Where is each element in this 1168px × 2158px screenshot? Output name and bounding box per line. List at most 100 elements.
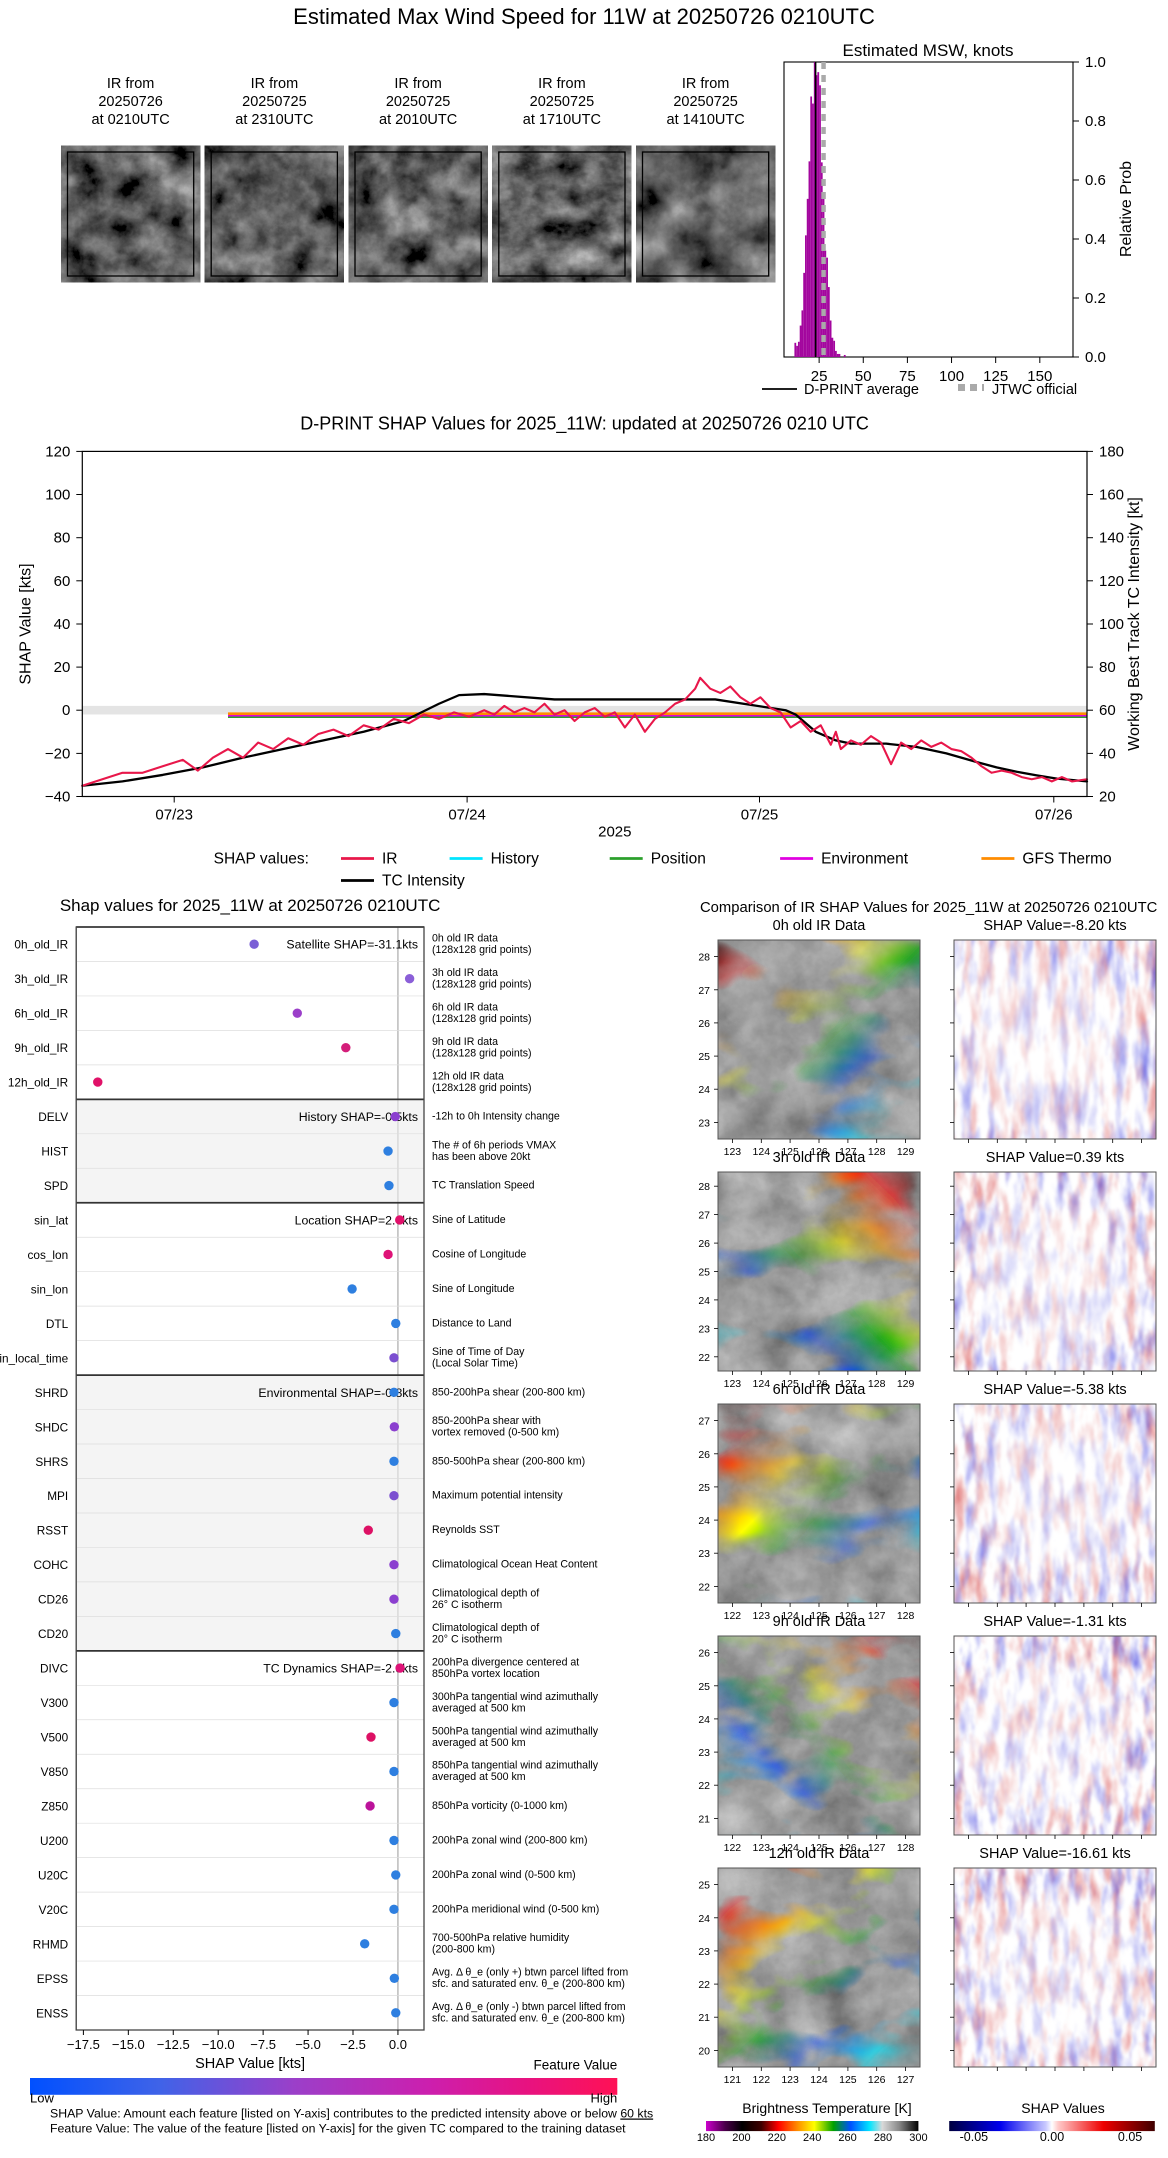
svg-text:2025: 2025 [598,824,631,841]
svg-text:20: 20 [54,659,71,676]
svg-text:26: 26 [698,1449,710,1461]
svg-text:U20C: U20C [38,1868,69,1882]
svg-text:20250725: 20250725 [530,94,595,110]
svg-text:120: 120 [1099,573,1124,590]
svg-text:has been above 20kt: has been above 20kt [432,1151,530,1163]
svg-text:RHMD: RHMD [33,1937,68,1951]
svg-text:sin_lat: sin_lat [34,1214,69,1228]
svg-text:122: 122 [724,1842,742,1854]
svg-text:(128x128 grid points): (128x128 grid points) [432,1082,532,1094]
svg-text:TC Translation Speed: TC Translation Speed [432,1180,535,1192]
svg-text:180: 180 [697,2132,715,2144]
svg-text:850-200hPa shear (200-800 km): 850-200hPa shear (200-800 km) [432,1386,585,1398]
svg-text:0.0: 0.0 [389,2037,407,2052]
svg-text:SHDC: SHDC [35,1420,69,1434]
svg-text:23: 23 [698,1323,710,1335]
svg-text:100: 100 [939,368,964,385]
svg-text:200hPa zonal wind (0-500 km): 200hPa zonal wind (0-500 km) [432,1869,576,1881]
svg-text:Sine of Latitude: Sine of Latitude [432,1214,506,1226]
svg-text:SHAP Value=-16.61 kts: SHAP Value=-16.61 kts [979,1846,1130,1862]
svg-text:−40: −40 [45,789,70,806]
svg-text:V850: V850 [41,1765,69,1779]
svg-text:sfc. and saturated env. θ_e (2: sfc. and saturated env. θ_e (200-800 km) [432,1978,625,1990]
svg-text:127: 127 [897,2074,915,2086]
svg-text:ENSS: ENSS [36,2006,68,2020]
svg-text:25: 25 [698,1051,710,1063]
svg-text:129: 129 [897,1378,915,1390]
svg-text:U200: U200 [40,1834,69,1848]
svg-text:20: 20 [1099,789,1116,806]
svg-text:0h old IR data: 0h old IR data [432,933,498,945]
svg-text:EPSS: EPSS [37,1972,69,1986]
svg-text:−7.5: −7.5 [250,2037,276,2052]
svg-text:26° C isotherm: 26° C isotherm [432,1599,502,1611]
svg-text:20250726: 20250726 [98,94,163,110]
svg-text:123: 123 [781,2074,799,2086]
svg-text:850-500hPa shear (200-800 km): 850-500hPa shear (200-800 km) [432,1455,585,1467]
svg-text:(128x128 grid points): (128x128 grid points) [432,1047,532,1059]
svg-text:26: 26 [698,1018,710,1030]
svg-text:HIST: HIST [41,1145,68,1159]
svg-text:at 2010UTC: at 2010UTC [379,112,457,128]
svg-text:SHAP Value [kts]: SHAP Value [kts] [17,563,34,684]
svg-text:129: 129 [897,1146,915,1158]
svg-text:SHAP values:: SHAP values: [214,851,309,868]
svg-text:22: 22 [698,1780,710,1792]
svg-text:23: 23 [698,1747,710,1759]
svg-text:averaged at 500 km: averaged at 500 km [432,1702,526,1714]
svg-text:vortex removed (0-500 km): vortex removed (0-500 km) [432,1427,559,1439]
svg-text:History SHAP=-0.5kts: History SHAP=-0.5kts [299,1110,418,1124]
svg-text:26: 26 [698,1238,710,1250]
svg-text:Reynolds SST: Reynolds SST [432,1524,500,1536]
svg-text:24: 24 [698,1913,710,1925]
svg-text:128: 128 [897,1610,915,1622]
svg-text:20250725: 20250725 [242,94,307,110]
svg-text:Climatological Ocean Heat Cont: Climatological Ocean Heat Content [432,1559,598,1571]
svg-text:0.00: 0.00 [1040,2130,1064,2144]
svg-text:V300: V300 [41,1696,69,1710]
svg-text:126: 126 [868,2074,886,2086]
svg-text:SHRD: SHRD [35,1386,68,1400]
svg-text:128: 128 [868,1378,886,1390]
svg-text:JTWC official: JTWC official [992,382,1077,398]
svg-text:100: 100 [1099,616,1124,633]
svg-text:TC Intensity: TC Intensity [382,873,465,890]
svg-text:−20: −20 [45,745,70,762]
svg-text:Cosine of Longitude: Cosine of Longitude [432,1249,526,1261]
svg-text:80: 80 [1099,659,1116,676]
svg-text:220: 220 [768,2132,786,2144]
svg-text:140: 140 [1099,530,1124,547]
svg-text:128: 128 [897,1842,915,1854]
svg-text:200hPa zonal wind (200-800 km): 200hPa zonal wind (200-800 km) [432,1834,587,1846]
svg-text:125: 125 [839,2074,857,2086]
svg-text:26: 26 [698,1648,710,1660]
svg-text:20250725: 20250725 [673,94,738,110]
svg-text:700-500hPa relative humidity: 700-500hPa relative humidity [432,1932,570,1944]
svg-text:60: 60 [1099,702,1116,719]
svg-text:850hPa tangential wind azimuth: 850hPa tangential wind azimuthally [432,1760,599,1772]
svg-text:Climatological depth of: Climatological depth of [432,1587,539,1599]
svg-text:127: 127 [868,1842,886,1854]
svg-text:12h old IR Data: 12h old IR Data [769,1846,871,1862]
svg-text:260: 260 [838,2132,856,2144]
svg-text:SHAP Value=-5.38 kts: SHAP Value=-5.38 kts [983,1382,1126,1398]
svg-text:0.6: 0.6 [1085,172,1106,189]
svg-text:22: 22 [698,1581,710,1593]
svg-text:24: 24 [698,1084,710,1096]
svg-text:07/26: 07/26 [1035,807,1073,824]
svg-text:DELV: DELV [38,1110,68,1124]
svg-text:averaged at 500 km: averaged at 500 km [432,1737,526,1749]
svg-text:9h old IR data: 9h old IR data [432,1036,498,1048]
svg-text:Position: Position [651,851,706,868]
svg-text:(200-800 km): (200-800 km) [432,1944,495,1956]
svg-text:124: 124 [753,1378,771,1390]
svg-text:The # of 6h periods VMAX: The # of 6h periods VMAX [432,1139,556,1151]
svg-text:6h_old_IR: 6h_old_IR [14,1007,68,1021]
svg-text:IR from: IR from [538,76,586,92]
svg-text:27: 27 [698,985,710,997]
svg-text:0.0: 0.0 [1085,349,1106,366]
svg-text:Feature Value: The value of th: Feature Value: The value of the feature … [50,2122,626,2136]
svg-text:25: 25 [698,1482,710,1494]
svg-text:0.4: 0.4 [1085,231,1106,248]
svg-text:−10.0: −10.0 [202,2037,235,2052]
